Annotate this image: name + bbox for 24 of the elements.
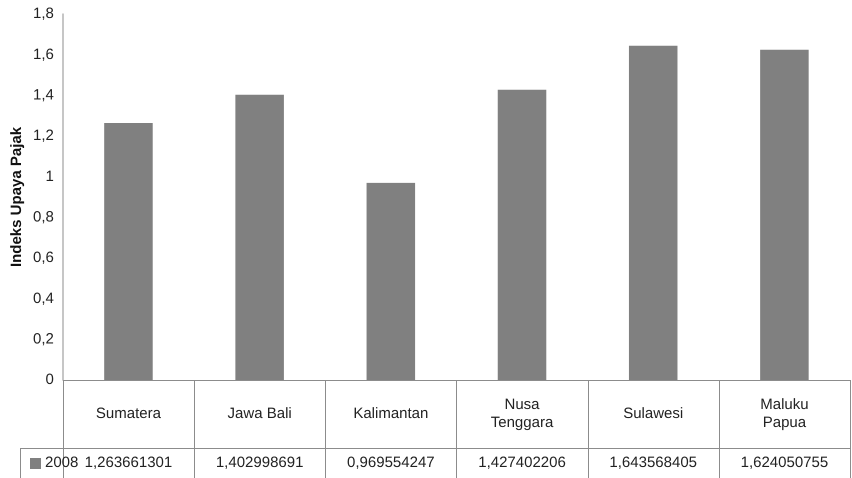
data-label: 1,624050755 [740, 454, 828, 472]
y-tick-label: 1,6 [32, 46, 54, 63]
data-label: 1,643568405 [609, 454, 698, 472]
y-tick-label: 1,4 [32, 86, 54, 104]
data-label: 1,263661301 [84, 454, 172, 472]
y-tick-label: 0,4 [32, 290, 54, 307]
x-tick-label: Kalimantan [353, 405, 428, 422]
x-tick-label: Sulawesi [623, 405, 684, 422]
y-tick-label: 0,8 [32, 208, 54, 226]
y-tick-label: 1 [46, 168, 54, 185]
y-tick-label: 0,6 [32, 249, 54, 266]
data-label: 0,969554247 [347, 454, 435, 472]
data-label: 1,427402206 [478, 454, 566, 472]
y-tick-label: 0 [46, 371, 54, 388]
y-tick-label: 0,2 [32, 330, 54, 348]
y-tick-label: 1,8 [32, 5, 54, 22]
data-label: 1,402998691 [216, 454, 304, 472]
x-tick-label: Jawa Bali [228, 405, 292, 422]
y-axis-title: Indeks Upaya Pajak [8, 126, 26, 268]
y-tick-label: 1,2 [32, 127, 54, 144]
x-tick-label: Sumatera [96, 405, 162, 422]
x-tick-label: Nusa Tenggara [490, 396, 554, 432]
x-tick-label: Maluku Papua [760, 396, 809, 432]
legend-label: 2008 [45, 454, 78, 472]
